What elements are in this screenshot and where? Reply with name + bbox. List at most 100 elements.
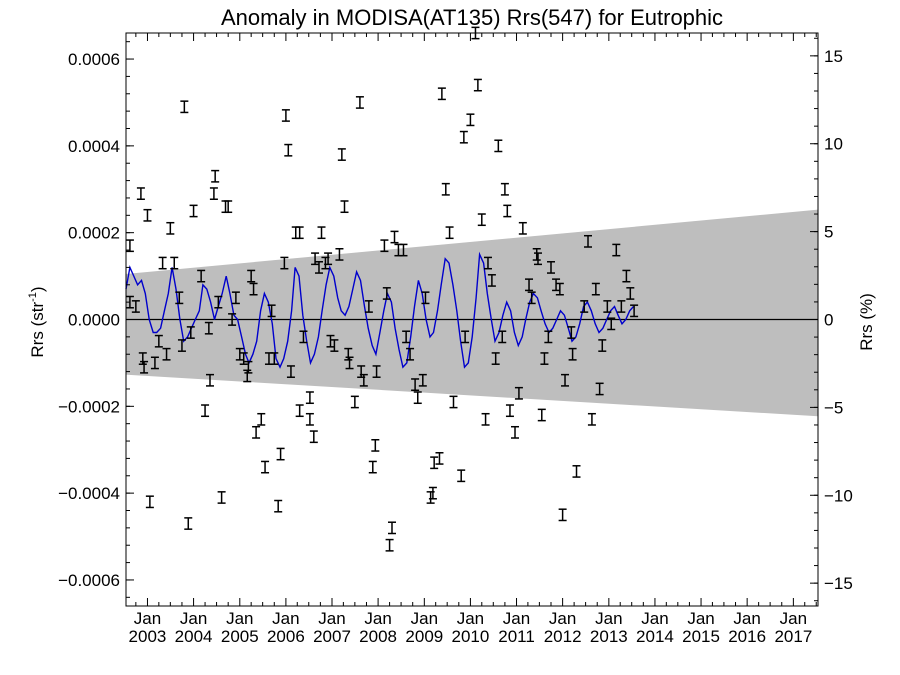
data-point [411,378,420,392]
data-point [406,347,415,361]
x-tick-year-label: 2013 [590,627,628,646]
data-point [537,408,546,422]
data-point [162,347,171,361]
data-point [418,373,427,387]
data-point [239,352,248,365]
data-point [228,313,237,326]
data-point [257,412,266,426]
data-point [584,234,593,248]
y-right-tick-label: −10 [824,486,853,505]
data-point [532,247,541,261]
x-tick-year-label: 2011 [498,627,535,646]
data-point [449,395,458,409]
y-right-tick-label: −15 [824,574,853,593]
data-point [387,521,396,535]
plot-area [125,26,818,552]
chart-title: Anomaly in MODISA(AT135) Rrs(547) for Eu… [221,5,723,30]
x-tick-month-label: Jan [780,609,807,628]
x-tick-year-label: 2010 [452,627,490,646]
data-point [380,239,389,253]
data-point [612,243,621,257]
data-point [345,356,354,370]
x-tick-year-label: 2015 [682,627,720,646]
data-point [177,339,186,352]
data-point [197,269,206,283]
data-point [617,300,626,313]
x-tick-month-label: Jan [226,609,253,628]
data-point [131,300,140,313]
data-point [224,200,233,214]
y-right-tick-label: −5 [824,398,843,417]
data-point [305,412,314,426]
data-point [186,326,195,339]
data-point [487,274,496,287]
x-tick-month-label: Jan [503,609,530,628]
data-point [276,447,285,461]
data-point [231,291,240,305]
data-point [503,204,512,218]
data-point [330,339,339,352]
data-point [145,495,154,509]
data-point [494,139,503,153]
data-point [390,230,399,244]
data-point [217,491,226,504]
data-point [205,373,214,387]
x-tick-month-label: Jan [180,609,207,628]
error-bar-points [125,26,639,552]
y-right-tick-label: 10 [824,135,843,154]
data-point [533,252,542,266]
data-point [214,295,223,309]
data-point [527,291,536,305]
x-tick-year-label: 2009 [405,627,443,646]
y-axis-right-label: Rrs (%) [857,293,876,351]
x-tick-year-label: 2016 [728,627,766,646]
data-point [189,204,198,218]
data-point [511,425,520,439]
data-point [324,252,333,266]
data-point [477,213,486,227]
y-axis-left-label-superscript: -1 [27,292,39,302]
data-point [630,304,639,318]
x-tick-year-label: 2007 [313,627,351,646]
data-point [399,243,408,257]
data-point [309,430,318,444]
data-point [430,456,439,470]
x-tick-month-label: Jan [272,609,299,628]
data-point [518,221,527,235]
data-point [252,425,261,439]
x-tick-month-label: Jan [134,609,161,628]
data-point [337,148,346,161]
data-point [540,352,549,365]
data-point [498,330,507,344]
data-point [305,391,314,405]
data-point [371,438,380,452]
data-point [211,169,220,183]
data-point [154,334,163,348]
data-point [552,278,561,292]
y-left-tick-label: 0.0004 [68,137,120,156]
data-point [364,300,373,313]
data-point [249,282,258,296]
data-point [481,412,490,426]
data-point [335,247,344,261]
data-point [143,208,152,222]
data-point [204,321,213,335]
data-point [247,269,256,283]
data-point [158,256,167,270]
data-point [466,113,475,127]
data-point [284,143,293,157]
data-point [326,334,335,348]
data-point [568,347,577,361]
x-tick-year-label: 2014 [636,627,674,646]
data-point [295,226,304,240]
data-point [547,261,556,274]
y-right-tick-label: 5 [824,223,833,242]
data-point [235,347,244,361]
data-point [317,226,326,240]
data-point [140,360,149,374]
data-point [428,486,437,500]
data-point [491,352,500,365]
data-point [622,269,631,283]
data-point [267,304,276,318]
